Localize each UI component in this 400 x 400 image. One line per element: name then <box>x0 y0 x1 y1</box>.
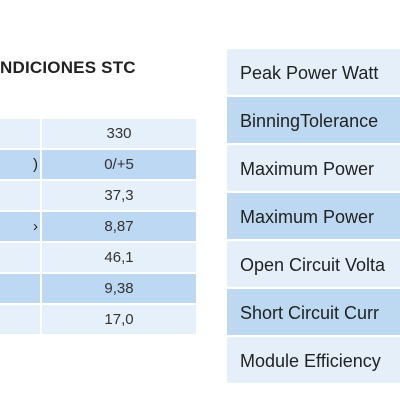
row-value: 330 <box>106 125 132 142</box>
spec-row-open-circuit-voltage: Open Circuit Volta <box>227 241 400 289</box>
table-row: 9,38 <box>0 274 196 305</box>
table-row: 37,3 <box>0 181 196 212</box>
spec-row-maximum-power-voltage: Maximum Power <box>227 145 400 193</box>
table-row: ) 0/+5 <box>0 150 196 181</box>
spec-row-maximum-power-current: Maximum Power <box>227 193 400 241</box>
row-value: 8,87 <box>104 218 134 235</box>
table-row: 330 <box>0 119 196 150</box>
column-divider <box>40 181 42 210</box>
column-divider <box>40 305 42 334</box>
spec-row-binning-tolerance: BinningTolerance <box>227 97 400 145</box>
row-value: 9,38 <box>104 280 134 297</box>
spec-row-module-efficiency: Module Efficiency <box>227 337 400 385</box>
row-label <box>0 274 38 303</box>
row-value: 37,3 <box>104 187 134 204</box>
table-row: 46,1 <box>0 243 196 274</box>
table-row: 17,0 <box>0 305 196 336</box>
spec-row-peak-power: Peak Power Watt <box>227 49 400 97</box>
row-value: 0/+5 <box>104 156 134 173</box>
spec-row-short-circuit-current: Short Circuit Curr <box>227 289 400 337</box>
row-value: 46,1 <box>104 249 134 266</box>
column-divider <box>40 274 42 303</box>
row-label <box>0 243 38 272</box>
row-label: › <box>33 218 38 235</box>
row-label <box>0 305 38 334</box>
specifications-table: Peak Power Watt BinningTolerance Maximum… <box>227 49 400 385</box>
row-label: ) <box>33 156 38 173</box>
table-row: › 8,87 <box>0 212 196 243</box>
row-label <box>0 119 38 148</box>
stc-values-table: 330 ) 0/+5 37,3 › 8,87 46,1 9,38 17,0 <box>0 119 196 336</box>
column-divider <box>40 243 42 272</box>
column-divider <box>40 212 42 241</box>
conditions-heading: NDICIONES STC <box>0 58 136 77</box>
row-value: 17,0 <box>104 311 134 328</box>
column-divider <box>40 150 42 179</box>
column-divider <box>40 119 42 148</box>
row-label <box>0 181 38 210</box>
